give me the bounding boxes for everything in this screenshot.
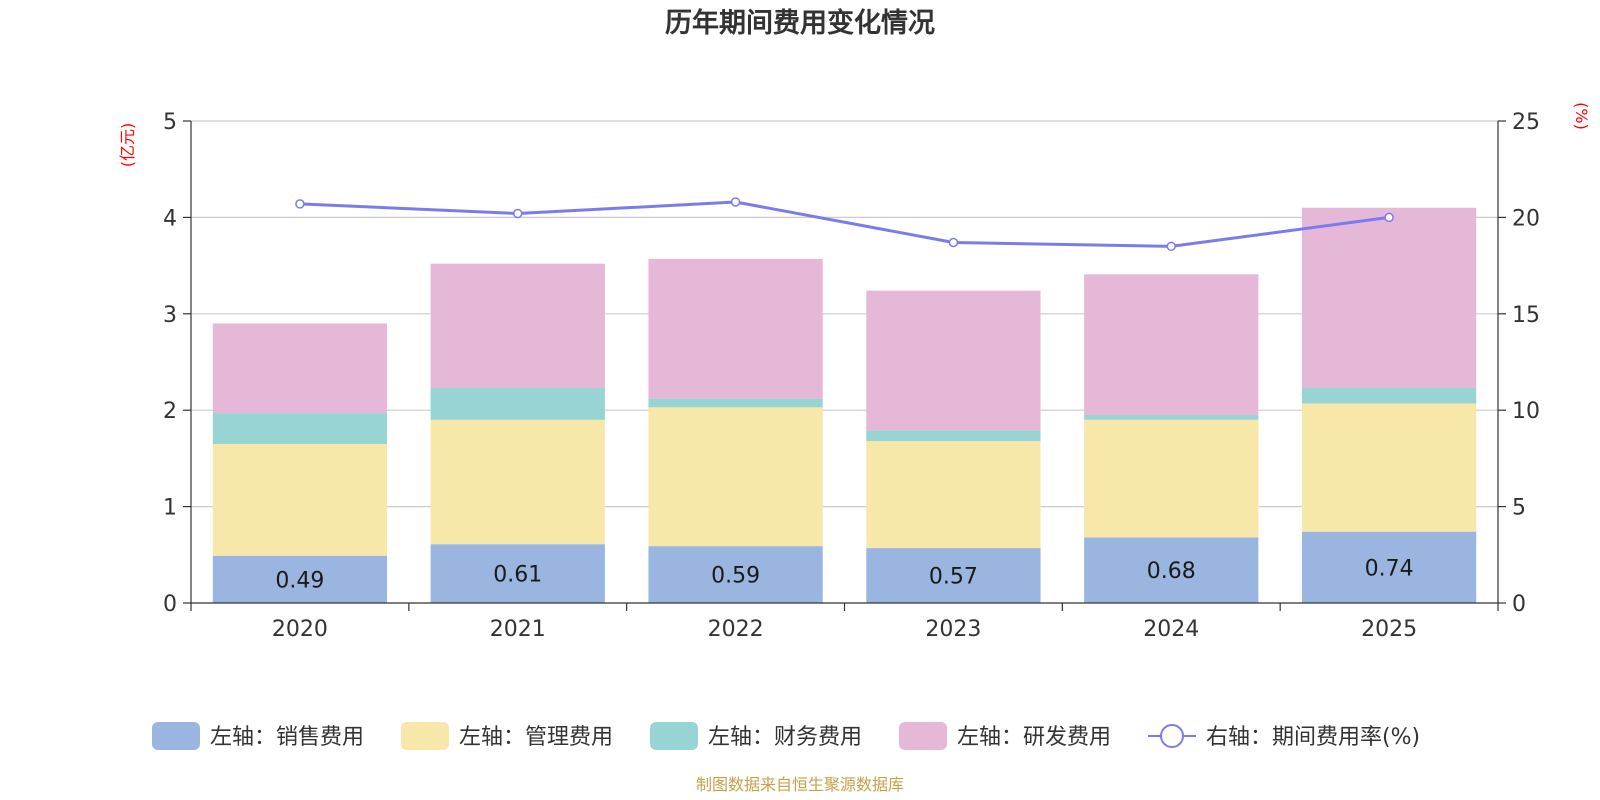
legend-swatch [152,722,200,750]
legend-label: 左轴：销售费用 [210,725,364,750]
bar-segment-3 [212,323,388,414]
data-labels: 0.49 0.61 0.59 0.57 0.68 0.74 [275,556,1413,593]
bar-segment-0 [1084,537,1259,603]
rate-line [295,197,1394,252]
right-tick-label: 25 [1512,110,1540,135]
x-tick-label: 2023 [925,617,981,642]
bar-segment-3 [1084,274,1259,416]
bar-value-label: 0.59 [711,564,760,589]
x-tick-label: 2020 [272,617,328,642]
rate-line-point [1384,212,1394,223]
legend-label: 左轴：研发费用 [957,725,1111,750]
bar-segment-2 [1301,388,1477,404]
legend-swatch [650,722,698,750]
bar-segment-1 [1301,403,1477,532]
left-tick-label: 5 [163,110,177,135]
right-tick-label: 0 [1512,592,1526,617]
left-tick-label: 1 [163,496,177,521]
chart-title: 历年期间费用变化情况 [665,7,935,39]
x-tick-label: 2021 [490,617,546,642]
legend-line-marker [1160,724,1184,748]
rate-line-path [299,200,1390,248]
left-tick-label: 3 [163,303,177,328]
bar-value-label: 0.49 [275,568,324,593]
x-tick-label: 2024 [1143,617,1199,642]
bar-segment-3 [866,290,1041,431]
bar-segment-3 [1301,207,1477,389]
bar-segment-1 [212,443,388,556]
bar-segment-2 [866,430,1041,442]
rate-line-point [513,208,523,219]
rate-line-point [730,197,741,207]
bar-segment-0 [212,555,388,603]
bar-segment-2 [430,388,605,420]
bar-segment-0 [1301,531,1477,603]
bar-segment-0 [430,544,605,603]
rate-line-point [1166,241,1176,252]
bar-segment-0 [648,546,823,603]
bar-segment-2 [648,398,823,408]
bar-segment-1 [866,441,1041,549]
bar-segment-3 [430,263,605,389]
right-tick-label: 10 [1512,399,1540,424]
legend-swatch [899,722,947,750]
source-note: 制图数据来自恒生聚源数据库 [696,775,904,794]
bar-segment-1 [1084,419,1259,538]
rate-line-point [295,199,305,209]
bar-segment-2 [212,413,388,444]
right-tick-label: 15 [1512,303,1540,328]
legend-label: 左轴：财务费用 [708,725,862,750]
right-tick-label: 20 [1512,206,1540,231]
x-tick-label: 2025 [1361,617,1417,642]
left-tick-label: 0 [163,592,177,617]
bar-value-label: 0.74 [1365,556,1414,581]
legend: 左轴：销售费用 左轴：管理费用 左轴：财务费用 左轴：研发费用 右轴：期间费用率(%) [152,722,1420,750]
bar-value-label: 0.68 [1147,559,1196,584]
x-tick-label: 2022 [708,617,764,642]
bar-value-label: 0.61 [493,563,542,588]
legend-swatch [401,722,449,750]
bars [212,207,1477,603]
legend-label: 左轴：管理费用 [459,725,613,750]
bar-segment-1 [430,419,605,545]
bar-segment-2 [1084,415,1259,420]
bar-segment-3 [648,258,823,399]
right-tick-label: 5 [1512,496,1526,521]
legend-label: 右轴：期间费用率(%) [1206,725,1420,750]
left-tick-label: 2 [163,399,177,424]
right-axis-unit: (%) [1572,102,1591,130]
left-tick-label: 4 [163,206,177,231]
bar-value-label: 0.57 [929,565,978,590]
rate-line-point [948,237,959,248]
left-axis-unit: (亿元) [118,123,137,168]
gridlines [191,120,1498,508]
bar-segment-1 [648,407,823,547]
bar-segment-0 [866,548,1041,603]
